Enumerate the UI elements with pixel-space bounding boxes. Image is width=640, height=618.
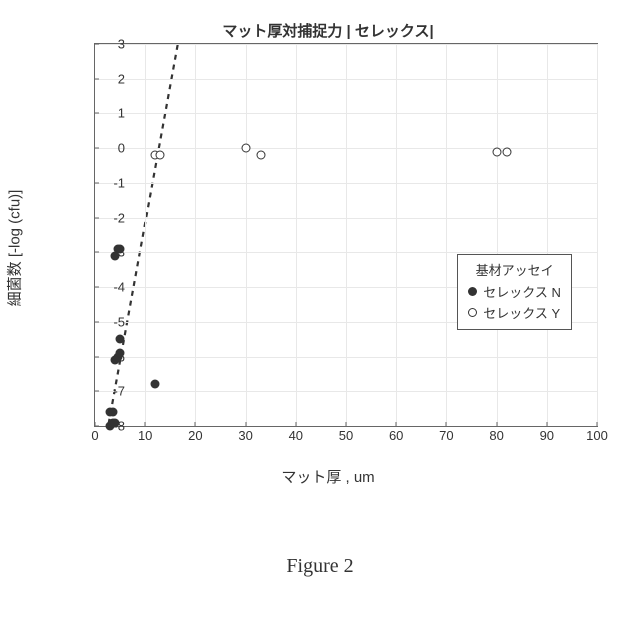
x-tick-label: 100 [586,426,608,443]
x-tick-label: 70 [439,426,453,443]
y-tick-label: -7 [95,384,129,399]
data-point [116,335,125,344]
data-point [116,244,125,253]
gridline-h [95,391,597,392]
gridline-v [547,44,548,426]
y-tick-label: 2 [95,71,129,86]
gridline-v [346,44,347,426]
legend-box: 基材アッセイセレックス N セレックス Y [457,254,572,330]
x-tick-label: 10 [138,426,152,443]
gridline-v [195,44,196,426]
legend-item-label: セレックス N [483,282,561,301]
x-tick-label: 30 [238,426,252,443]
data-point [116,349,125,358]
data-point [156,151,165,160]
x-tick-label: 50 [339,426,353,443]
x-tick-label: 80 [489,426,503,443]
gridline-v [296,44,297,426]
plot-area: 0102030405060708090100-8-7-6-5-4-3-2-101… [94,43,598,427]
gridline-v [246,44,247,426]
x-tick-label: 20 [188,426,202,443]
gridline-v [497,44,498,426]
y-tick-label: 1 [95,106,129,121]
y-axis-label: 細菌数 [-log (cfu)] [4,190,25,307]
gridline-h [95,183,597,184]
page-root: マット厚対捕捉力 | セレックス| 細菌数 [-log (cfu)] 0 10 20… [0,0,640,618]
y-tick-label: 0 [95,141,129,156]
data-point [108,408,117,417]
gridline-h [95,113,597,114]
gridline-h [95,218,597,219]
legend-item-label: セレックス Y [483,303,560,322]
data-point [492,147,501,156]
y-tick-label: 3 [95,37,129,52]
trend-line [105,44,180,426]
figure-caption: Figure 2 [286,555,353,578]
open-circle-icon [468,308,477,317]
data-point [502,147,511,156]
y-tick-label: -5 [95,314,129,329]
gridline-v [145,44,146,426]
filled-circle-icon [468,287,477,296]
legend-title: 基材アッセイ [468,260,561,281]
gridline-h [95,79,597,80]
gridline-h [95,148,597,149]
data-point [151,380,160,389]
gridline-h [95,44,597,45]
x-tick-label: 40 [289,426,303,443]
gridline-v [597,44,598,426]
chart-title: マット厚対捕捉力 | セレックス| [58,20,598,43]
x-tick-label: 60 [389,426,403,443]
gridline-v [396,44,397,426]
chart-body: 細菌数 [-log (cfu)] 0102030405060708090100-… [58,43,598,453]
data-point [241,144,250,153]
data-point [111,418,120,427]
y-tick-label: -2 [95,210,129,225]
gridline-v [446,44,447,426]
x-axis-label: マット厚 , um [281,466,374,487]
gridline-h [95,357,597,358]
legend-item: セレックス Y [468,302,561,323]
legend-item: セレックス N [468,281,561,302]
data-point [256,151,265,160]
y-tick-label: -4 [95,280,129,295]
x-tick-label: 90 [540,426,554,443]
chart-container: マット厚対捕捉力 | セレックス| 細菌数 [-log (cfu)] 01020… [58,20,598,460]
y-tick-label: -1 [95,175,129,190]
